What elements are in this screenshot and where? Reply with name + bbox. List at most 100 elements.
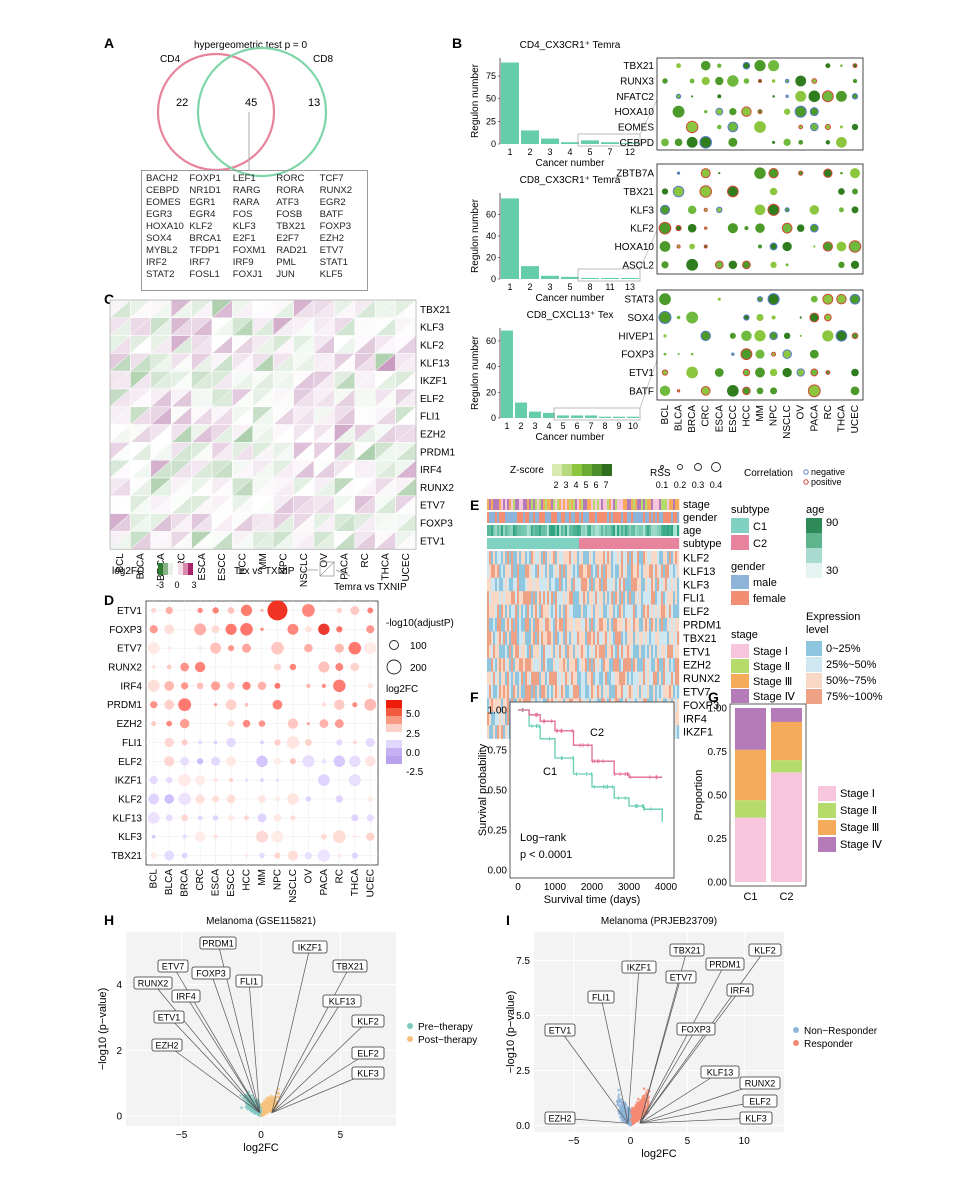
legend-age-swatch <box>806 548 822 563</box>
heat-cell <box>645 604 648 619</box>
heat-cell <box>645 658 648 672</box>
heat-cell <box>637 564 640 578</box>
volcano-point <box>269 1099 273 1102</box>
heat-cell <box>513 591 516 605</box>
heat-cell <box>661 577 664 592</box>
heat-cell <box>493 658 496 672</box>
dot-point <box>242 681 251 690</box>
heat-gene-label: PRDM1 <box>683 620 722 632</box>
heat-cell <box>601 644 604 659</box>
heat-cell <box>627 551 630 565</box>
dot-cancer-label: NSCLC <box>288 869 299 903</box>
heat-cell <box>555 577 558 592</box>
heat-cell <box>551 591 554 605</box>
heat-cell <box>567 591 570 605</box>
heat-cell <box>525 631 528 645</box>
hist-zoom-box <box>577 268 641 282</box>
heat-cell <box>515 591 518 605</box>
heat-cell <box>495 725 498 739</box>
heat-cell <box>529 671 532 686</box>
dotplot-dot <box>742 368 751 377</box>
dotplot-dot <box>822 241 833 252</box>
heat-cell <box>501 591 504 605</box>
rss-circle <box>711 462 721 472</box>
dotplot-dot <box>717 297 721 301</box>
heat-cell <box>621 631 624 645</box>
heat-cell <box>631 604 634 619</box>
heat-cell <box>609 658 612 672</box>
heat-cell <box>505 631 508 645</box>
heat-cell <box>587 564 590 578</box>
dotplot-dot <box>796 224 805 232</box>
dotplot-dot <box>822 330 834 342</box>
track-subtype-cell <box>657 538 660 549</box>
heat-cell <box>509 577 512 592</box>
dot-cancer-label: OV <box>303 869 314 884</box>
corr-pos-label: positive <box>811 477 842 487</box>
heat-cell <box>617 644 620 659</box>
heat-cell <box>593 591 596 605</box>
volcano-point <box>259 1107 263 1111</box>
heat-cell <box>537 551 540 565</box>
track-age-cell <box>641 525 644 536</box>
heat-cell <box>543 671 546 686</box>
heat-cell <box>651 564 654 578</box>
heat-cell <box>625 644 628 659</box>
heat-cell <box>495 591 498 605</box>
heat-cell <box>583 551 586 565</box>
heat-cell <box>599 685 602 699</box>
heat-cell <box>525 658 528 672</box>
tri-arrow-right <box>335 569 351 577</box>
track-age-cell <box>561 525 564 536</box>
heat-cell <box>651 618 654 632</box>
heat-cell <box>669 591 672 605</box>
dotplot-dot <box>851 332 859 340</box>
dot-gene-label: IRF4 <box>120 681 142 692</box>
heat-cell <box>609 685 612 699</box>
dotplot-dot <box>728 260 738 270</box>
zscore-tick: 6 <box>593 480 598 490</box>
dotplot-dot <box>754 60 766 72</box>
zscore-swatch <box>552 464 562 476</box>
dot-gene-label: KLF2 <box>118 795 142 806</box>
heat-cell <box>543 618 546 632</box>
legend-age-tick: 30 <box>826 565 838 577</box>
track-stage-cell <box>523 499 526 510</box>
dotplot-dot <box>728 137 738 147</box>
dot-point <box>211 756 221 766</box>
heat-cell <box>621 591 624 605</box>
dot-gene-label: TBX21 <box>111 851 142 862</box>
volcano-x-tick: −5 <box>176 1130 188 1141</box>
dotplot-gene-label: HIVEP1 <box>618 331 654 342</box>
dot-point <box>243 815 250 821</box>
heat-cell <box>511 618 514 632</box>
survival-plot: 0.000.250.500.751.000 1000 2000 3000 4000C2C… <box>477 701 678 906</box>
track-age-cell <box>503 525 506 536</box>
dotplot-dot <box>798 139 804 145</box>
dot-point <box>225 699 237 711</box>
dotplot-cancer-label: ESCC <box>728 405 739 433</box>
heat-cell <box>521 658 524 672</box>
zscore-swatch <box>572 464 582 476</box>
heat-cell <box>525 604 528 619</box>
track-age-cell <box>587 525 590 536</box>
heat-cell <box>507 618 510 632</box>
heat-cell <box>649 577 652 592</box>
zscore-tick: 2 <box>553 480 558 490</box>
heat-cell <box>605 591 608 605</box>
dot-gene-label: ELF2 <box>118 757 142 768</box>
heat-cell <box>629 551 632 565</box>
rss-tick: 0.4 <box>710 480 723 490</box>
track-gender-cell <box>509 512 512 523</box>
heat-cell <box>545 671 548 686</box>
track-age-cell <box>675 525 678 536</box>
track-stage-cell <box>513 499 516 510</box>
track-gender-cell <box>669 512 672 523</box>
panel-g-letter: G <box>708 689 719 705</box>
track-subtype-cell <box>579 538 582 549</box>
heat-cell <box>649 685 652 699</box>
dot-point <box>267 600 288 621</box>
dot-color-swatch <box>386 740 402 748</box>
heat-cell <box>561 631 564 645</box>
rss-tick: 0.3 <box>692 480 705 490</box>
